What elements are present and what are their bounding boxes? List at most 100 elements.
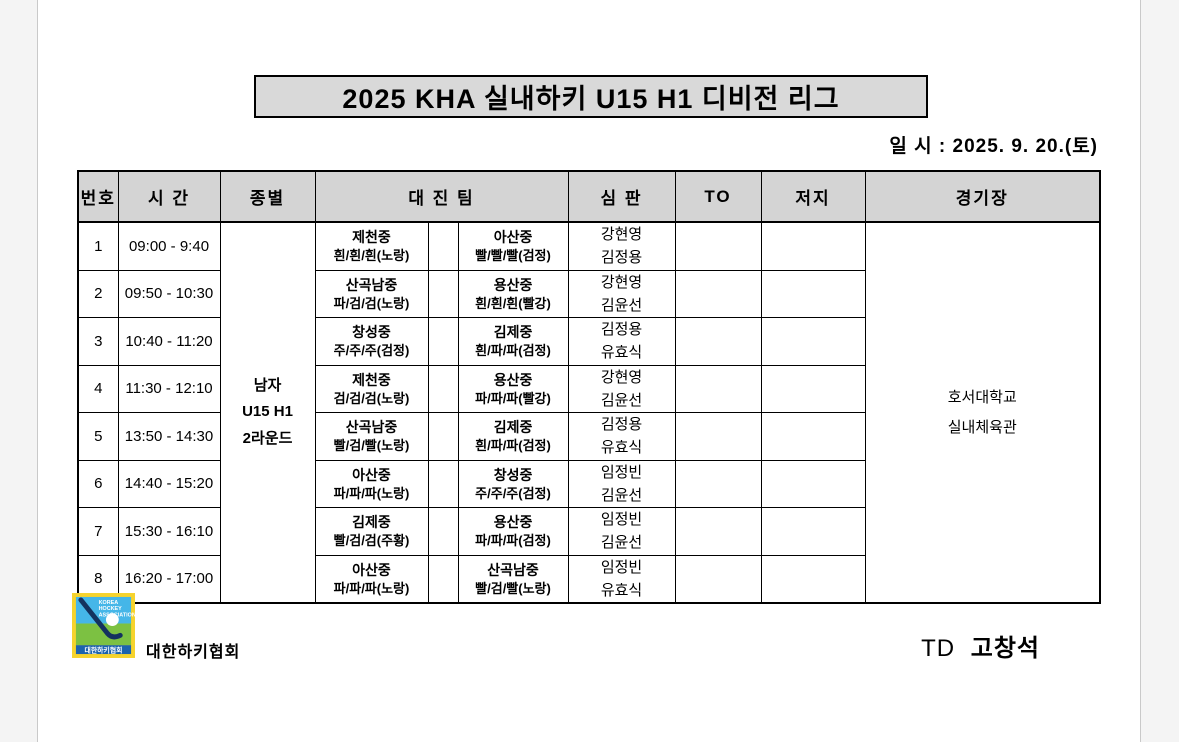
referee-1: 김정용	[600, 416, 643, 433]
away-team-name: 창성중	[493, 466, 533, 483]
match-number: 7	[77, 507, 119, 556]
away-team-uniform: 주/주/주(검정)	[475, 485, 551, 501]
match-number: 1	[77, 221, 119, 271]
home-team-name: 제천중	[352, 371, 391, 388]
home-team-cell: 아산중 파/파/파(노랑)	[314, 459, 429, 508]
matchup-spacer	[427, 317, 459, 366]
document-page: 2025 KHA 실내하키 U15 H1 디비전 리그 일 시 : 2025. …	[37, 0, 1141, 742]
home-team-name: 아산중	[352, 466, 391, 483]
match-time: 10:40 - 11:20	[117, 317, 221, 366]
home-team-name: 산곡남중	[345, 276, 398, 293]
venue-line-1: 호서대학교	[947, 388, 1017, 406]
header-to: TO	[674, 170, 762, 223]
referee-1: 강현영	[600, 226, 643, 243]
referee-cell: 김정용 유효식	[567, 412, 676, 461]
away-team-name: 용산중	[493, 371, 533, 388]
referee-1: 강현영	[600, 273, 643, 291]
referee-cell: 김정용 유효식	[567, 317, 676, 366]
matchup-spacer	[427, 221, 459, 271]
referee-cell: 임정빈 유효식	[567, 554, 676, 604]
home-team-uniform: 주/주/주(검정)	[333, 343, 410, 359]
matchup-spacer	[427, 507, 459, 556]
referee-cell: 강현영 김윤선	[567, 364, 676, 413]
referee-2: 유효식	[600, 439, 643, 457]
match-number: 6	[77, 459, 119, 508]
category-round: 2라운드	[242, 429, 293, 447]
away-team-cell: 김제중 흰/파/파(검정)	[457, 317, 569, 366]
away-team-name: 산곡남중	[487, 561, 539, 578]
away-team-cell: 산곡남중 빨/검/빨(노랑)	[457, 554, 569, 604]
svg-text:KOREA: KOREA	[99, 600, 119, 606]
to-cell	[674, 221, 762, 271]
venue-line-2: 실내체육관	[947, 418, 1017, 436]
referee-cell: 임정빈 김윤선	[567, 459, 676, 508]
referee-2: 유효식	[600, 344, 643, 362]
match-number: 4	[77, 364, 119, 413]
home-team-uniform: 검/검/검(노랑)	[333, 390, 410, 406]
match-time: 09:50 - 10:30	[117, 269, 221, 318]
table-row: 8 16:20 - 17:00 아산중 파/파/파(노랑) 산곡남중 빨/검/빨…	[77, 554, 1100, 604]
matchup-spacer	[427, 459, 459, 508]
away-team-uniform: 빨/빨/빨(검정)	[475, 248, 551, 264]
matchup-spacer	[427, 364, 459, 413]
home-team-cell: 산곡남중 빨/검/빨(노랑)	[314, 412, 429, 461]
event-date: 일 시 : 2025. 9. 20.(토)	[889, 136, 1098, 157]
match-time: 13:50 - 14:30	[117, 412, 221, 461]
judge-cell	[760, 364, 866, 413]
referee-cell: 강현영 김정용	[567, 221, 676, 271]
away-team-cell: 김제중 흰/파/파(검정)	[457, 412, 569, 461]
category-cell: 남자 U15 H1 2라운드	[219, 221, 316, 604]
to-cell	[674, 412, 762, 461]
judge-cell	[760, 554, 866, 604]
away-team-name: 용산중	[493, 276, 533, 293]
away-team-uniform: 흰/파/파(검정)	[475, 438, 551, 454]
home-team-uniform: 빨/검/빨(노랑)	[333, 438, 410, 454]
judge-cell	[760, 459, 866, 508]
table-row: 5 13:50 - 14:30 산곡남중 빨/검/빨(노랑) 김제중 흰/파/파…	[77, 412, 1100, 461]
td-name: 고창석	[970, 635, 1040, 662]
referee-1: 임정빈	[600, 463, 643, 481]
match-time: 09:00 - 9:40	[117, 221, 221, 271]
to-cell	[674, 507, 762, 556]
away-team-name: 김제중	[493, 419, 533, 436]
judge-cell	[760, 412, 866, 461]
table-row: 7 15:30 - 16:10 김제중 빨/검/검(주황) 용산중 파/파/파(…	[77, 507, 1100, 556]
td-label: TD	[921, 635, 956, 662]
table-row: 1 09:00 - 9:40 남자 U15 H1 2라운드 제천중 흰/흰/흰(…	[77, 221, 1101, 604]
document-title-box: 2025 KHA 실내하키 U15 H1 디비전 리그	[254, 75, 928, 118]
home-team-uniform: 빨/검/검(주황)	[333, 533, 410, 549]
home-team-cell: 산곡남중 파/검/검(노랑)	[314, 269, 429, 318]
match-time: 16:20 - 17:00	[117, 554, 221, 604]
category-gender: 남자	[253, 377, 282, 395]
referee-1: 김정용	[600, 321, 643, 338]
away-team-cell: 아산중 빨/빨/빨(검정)	[457, 221, 569, 271]
referee-1: 임정빈	[600, 511, 643, 528]
match-time: 11:30 - 12:10	[117, 364, 221, 413]
header-referee: 심 판	[567, 170, 676, 223]
home-team-cell: 김제중 빨/검/검(주황)	[314, 507, 429, 556]
home-team-uniform: 파/검/검(노랑)	[333, 295, 410, 311]
away-team-name: 용산중	[493, 514, 533, 531]
judge-cell	[760, 507, 866, 556]
td-signature: TD 고창석	[921, 628, 1040, 663]
to-cell	[674, 269, 762, 318]
judge-cell	[760, 317, 866, 366]
home-team-cell: 제천중 검/검/검(노랑)	[314, 364, 429, 413]
home-team-name: 창성중	[352, 324, 391, 341]
matchup-spacer	[427, 412, 459, 461]
referee-cell: 임정빈 김윤선	[567, 507, 676, 556]
schedule-table: 번호 시 간 종별 대 진 팀 심 판 TO 저지 경기장 1 09:00 - …	[77, 170, 1102, 604]
referee-2: 김정용	[600, 249, 643, 267]
header-judge: 저지	[760, 170, 866, 223]
to-cell	[674, 317, 762, 366]
to-cell	[674, 554, 762, 604]
home-team-name: 김제중	[352, 514, 391, 531]
matchup-spacer	[427, 554, 459, 604]
referee-2: 김윤선	[600, 296, 643, 314]
away-team-name: 아산중	[493, 229, 533, 246]
home-team-name: 산곡남중	[345, 419, 398, 436]
match-time: 15:30 - 16:10	[117, 507, 221, 556]
referee-1: 강현영	[600, 368, 643, 386]
referee-2: 김윤선	[600, 391, 643, 409]
home-team-cell: 아산중 파/파/파(노랑)	[314, 554, 429, 604]
